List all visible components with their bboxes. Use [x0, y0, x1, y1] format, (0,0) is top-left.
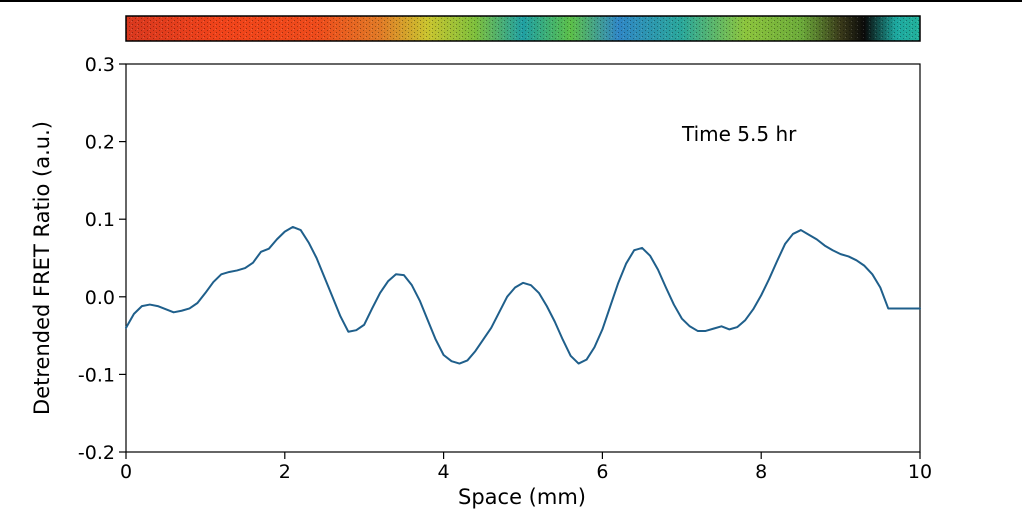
y-tick-label: 0.1 [85, 209, 115, 231]
y-tick-label: 0.0 [85, 287, 115, 309]
y-tick-label: 0.2 [85, 132, 115, 154]
x-axis-title: Space (mm) [458, 485, 586, 509]
plot-frame [125, 63, 921, 453]
x-tick-label: 10 [908, 461, 932, 483]
top-rule [0, 0, 1022, 2]
x-tick-label: 8 [755, 461, 767, 483]
x-tick-label: 6 [596, 461, 608, 483]
x-axis-ticks: 0 2 4 6 8 10 [120, 452, 932, 483]
fret-image-strip [125, 15, 921, 42]
series-line [125, 225, 921, 365]
x-tick-label: 2 [279, 461, 291, 483]
y-tick-label: -0.1 [78, 364, 115, 386]
y-axis-title: Detrended FRET Ratio (a.u.) [30, 121, 54, 415]
y-tick-label: 0.3 [85, 54, 115, 76]
y-axis-ticks: 0.3 0.2 0.1 0.0 -0.1 -0.2 [78, 54, 126, 464]
time-annotation: Time 5.5 hr [681, 122, 797, 146]
y-tick-label: -0.2 [78, 442, 115, 464]
plot-axes [125, 63, 921, 453]
x-tick-label: 0 [120, 461, 132, 483]
x-tick-label: 4 [438, 461, 450, 483]
